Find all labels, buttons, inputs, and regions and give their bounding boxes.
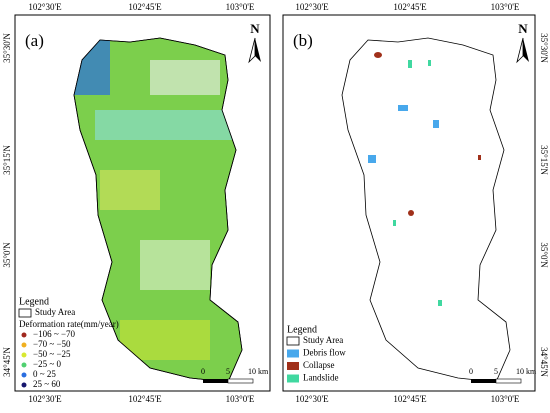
lat-label: 34°45'N xyxy=(539,347,549,377)
north-arrow xyxy=(523,38,529,62)
legend-swatch xyxy=(287,362,299,370)
lon-label: 103°0'E xyxy=(226,2,255,12)
lat-label: 35°15'N xyxy=(2,145,12,175)
lon-label: 103°0'E xyxy=(491,2,520,12)
legend-swatch xyxy=(21,342,27,348)
scale-label: 10 km xyxy=(248,367,269,376)
scale-bar xyxy=(227,378,254,384)
scale-label: 0 xyxy=(201,367,205,376)
lat-label: 35°0'N xyxy=(539,242,549,268)
lat-label: 35°15'N xyxy=(539,145,549,175)
legend-label: −106 ~ −70 xyxy=(33,329,76,339)
north-arrow xyxy=(516,37,524,64)
lat-label: 35°30'N xyxy=(539,33,549,63)
scale-label: 0 xyxy=(469,367,473,376)
north-label: N xyxy=(518,21,528,36)
legend-label: Study Area xyxy=(35,307,75,317)
lon-label: 103°0'E xyxy=(226,394,255,404)
legend-swatch xyxy=(286,336,300,346)
legend-swatch xyxy=(287,349,299,358)
scale-label: 10 km xyxy=(516,367,537,376)
north-arrow xyxy=(248,37,256,64)
frame-b xyxy=(282,14,536,392)
scale-label: 5 xyxy=(226,367,230,376)
legend-swatch xyxy=(21,352,27,358)
legend-swatch xyxy=(21,372,27,378)
legend-label: Study Area xyxy=(303,335,343,345)
legend-swatch xyxy=(21,332,27,338)
legend-label: 0 ~ 25 xyxy=(33,369,56,379)
legend-swatch xyxy=(21,362,27,368)
legend-swatch xyxy=(18,308,32,318)
lon-label: 102°45'E xyxy=(128,394,162,404)
legend-swatch xyxy=(287,374,299,383)
legend-label: −70 ~ −50 xyxy=(33,339,71,349)
map-b xyxy=(341,37,511,383)
frame-a xyxy=(14,14,271,392)
lon-label: 102°45'E xyxy=(393,2,427,12)
legend-swatch xyxy=(21,382,27,388)
lon-label: 102°45'E xyxy=(393,394,427,404)
map-a xyxy=(73,37,243,383)
lon-label: 102°45'E xyxy=(128,2,162,12)
north-arrow xyxy=(255,38,261,62)
legend-label: −50 ~ −25 xyxy=(33,349,71,359)
north-label: N xyxy=(250,21,260,36)
legend-title: Legend xyxy=(287,324,317,335)
scale-bar xyxy=(471,379,496,383)
legend-label: Debris flow xyxy=(303,348,346,358)
legend-label: Landslide xyxy=(303,373,339,383)
scale-bar xyxy=(495,378,522,384)
lon-label: 102°30'E xyxy=(295,2,329,12)
panel-label: (a) xyxy=(25,31,44,50)
lon-label: 103°0'E xyxy=(491,394,520,404)
legend-label: −25 ~ 0 xyxy=(33,359,61,369)
lon-label: 102°30'E xyxy=(28,2,62,12)
legend-title: Legend xyxy=(19,296,49,307)
scale-label: 5 xyxy=(494,367,498,376)
lat-label: 35°0'N xyxy=(2,242,12,268)
lon-label: 102°30'E xyxy=(295,394,329,404)
legend-subtitle: Deformation rate(mm/year) xyxy=(19,319,119,329)
lat-label: 34°45'N xyxy=(2,347,12,377)
lat-label: 35°30'N xyxy=(2,33,12,63)
lon-label: 102°30'E xyxy=(28,394,62,404)
panel-label: (b) xyxy=(293,31,313,50)
scale-bar xyxy=(203,379,228,383)
legend-label: 25 ~ 60 xyxy=(33,379,61,389)
legend-label: Collapse xyxy=(303,360,335,370)
